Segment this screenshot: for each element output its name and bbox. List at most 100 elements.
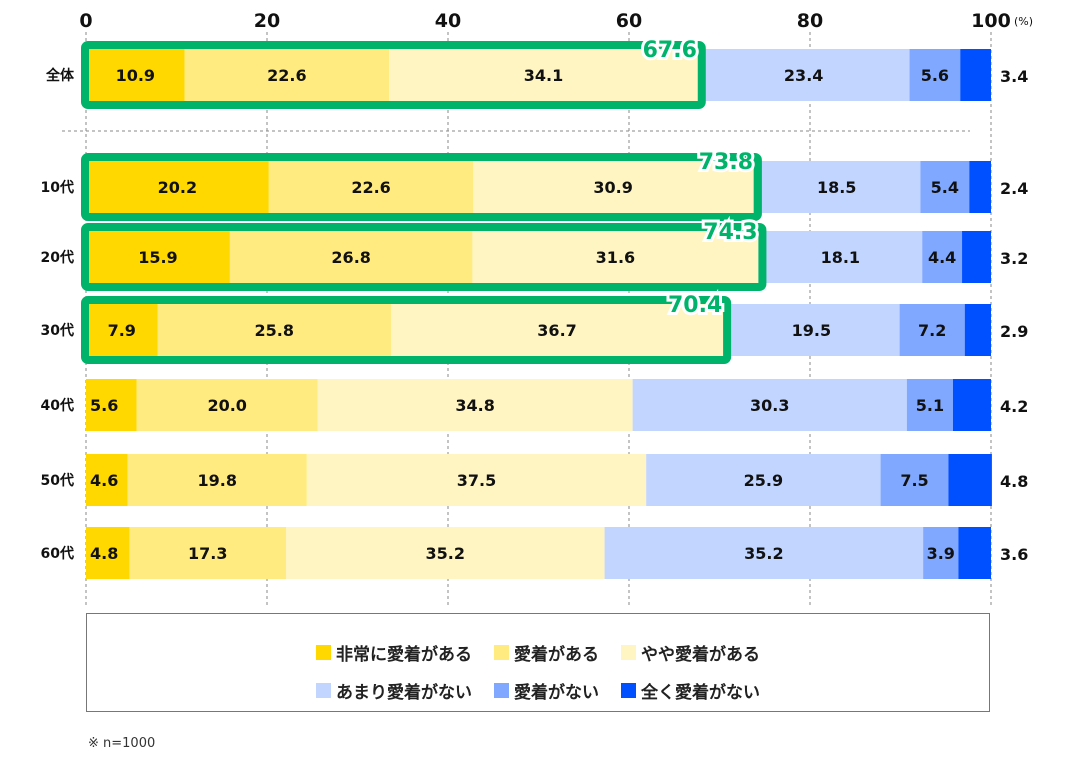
- data-label: 7.5: [900, 471, 928, 490]
- data-label: 4.4: [928, 248, 956, 267]
- data-label: 22.6: [267, 66, 306, 85]
- bar-segment: [268, 161, 474, 213]
- bar-segment: [184, 49, 390, 101]
- legend-label: 愛着がない: [514, 683, 599, 703]
- bar-segment: [646, 454, 881, 506]
- data-label: 19.8: [197, 471, 236, 490]
- data-label: 20.2: [158, 178, 197, 197]
- bar-segment: [157, 304, 391, 356]
- bar-segment: [86, 304, 158, 356]
- data-label: 15.9: [138, 248, 177, 267]
- legend-item: 全く愛着がない: [621, 678, 760, 703]
- highlight-box: [81, 41, 706, 109]
- data-label: 4.8: [1000, 472, 1028, 491]
- bar-segment: [899, 304, 965, 356]
- sample-size-note: ※ n=1000: [88, 736, 156, 751]
- x-tick-label: 60: [616, 10, 642, 32]
- data-label: 4.6: [90, 471, 118, 490]
- bar-segment: [473, 161, 753, 213]
- data-label: 2.9: [1000, 322, 1028, 341]
- legend-item: やや愛着がある: [621, 640, 760, 665]
- data-label: 35.2: [744, 544, 783, 563]
- bar-segment: [129, 527, 287, 579]
- legend-item: 愛着がある: [494, 640, 599, 665]
- bar-segment: [909, 49, 961, 101]
- bar-segment: [962, 231, 991, 283]
- bar-segment: [752, 161, 921, 213]
- highlight-total-label: 67.6: [643, 38, 697, 63]
- data-label: 7.2: [918, 321, 946, 340]
- x-tick-label: 0: [79, 10, 92, 32]
- data-label: 18.1: [821, 248, 860, 267]
- data-label: 30.9: [593, 178, 632, 197]
- bar-segment: [86, 379, 137, 431]
- data-label: 22.6: [351, 178, 390, 197]
- data-label: 19.5: [792, 321, 831, 340]
- legend-item: 愛着がない: [494, 678, 599, 703]
- category-label: 50代: [41, 472, 74, 489]
- bar-segment: [964, 304, 991, 356]
- legend-item: 非常に愛着がある: [316, 640, 472, 665]
- bar-segment: [390, 304, 724, 356]
- x-tick-label: 100: [971, 10, 1011, 32]
- data-label: 18.5: [817, 178, 856, 197]
- bar-segment: [229, 231, 473, 283]
- data-label: 5.4: [931, 178, 959, 197]
- data-label: 30.3: [750, 396, 789, 415]
- data-label: 4.8: [90, 544, 118, 563]
- highlight-total-label: 70.4: [668, 293, 722, 318]
- legend-swatch: [316, 683, 331, 698]
- category-label: 40代: [41, 397, 74, 414]
- bar-segment: [286, 527, 605, 579]
- data-label: 20.0: [207, 396, 246, 415]
- x-tick-label: 40: [435, 10, 461, 32]
- legend-label: 非常に愛着がある: [336, 645, 472, 665]
- bar-segment: [880, 454, 949, 506]
- data-label: 17.3: [188, 544, 227, 563]
- data-label: 4.2: [1000, 397, 1028, 416]
- data-label: 3.9: [927, 544, 955, 563]
- data-label: 31.6: [596, 248, 635, 267]
- legend-row: あまり愛着がない 愛着がない 全く愛着がない: [87, 678, 989, 703]
- legend-swatch: [494, 645, 509, 660]
- bar-segment: [697, 49, 910, 101]
- highlight-box: [81, 223, 767, 291]
- bar-segment: [86, 527, 130, 579]
- data-label: 2.4: [1000, 179, 1028, 198]
- highlight-total-label: 74.3: [703, 220, 757, 245]
- x-tick-label: 80: [797, 10, 823, 32]
- legend-item: あまり愛着がない: [316, 678, 472, 703]
- category-label: 全体: [45, 67, 75, 84]
- bar-segment: [969, 161, 991, 213]
- category-label: 30代: [41, 322, 74, 339]
- bar-segment: [723, 304, 900, 356]
- legend-row: 非常に愛着がある 愛着がある やや愛着がある: [87, 640, 989, 665]
- highlight-box: [81, 153, 762, 221]
- data-label: 35.2: [426, 544, 465, 563]
- legend-swatch: [621, 645, 636, 660]
- bar-segment: [86, 161, 269, 213]
- data-label: 23.4: [784, 66, 823, 85]
- bar-segment: [86, 231, 230, 283]
- unit-label: (%): [1014, 15, 1033, 28]
- data-label: 34.8: [455, 396, 494, 415]
- bar-segment: [472, 231, 759, 283]
- data-label: 7.9: [108, 321, 136, 340]
- highlight-total-label: 73.8: [699, 150, 753, 175]
- legend-label: やや愛着がある: [641, 645, 760, 665]
- data-label: 5.6: [90, 396, 118, 415]
- bar-segment: [632, 379, 907, 431]
- data-label: 3.6: [1000, 545, 1028, 564]
- legend-swatch: [316, 645, 331, 660]
- bar-segment: [389, 49, 698, 101]
- bar-segment: [948, 454, 992, 506]
- bar-segment: [604, 527, 924, 579]
- category-label: 20代: [41, 249, 74, 266]
- bar-segment: [317, 379, 633, 431]
- legend-swatch: [494, 683, 509, 698]
- bar-segment: [960, 49, 991, 101]
- data-label: 36.7: [537, 321, 576, 340]
- bar-segment: [958, 527, 991, 579]
- bar-segment: [906, 379, 953, 431]
- legend-label: あまり愛着がない: [336, 683, 472, 703]
